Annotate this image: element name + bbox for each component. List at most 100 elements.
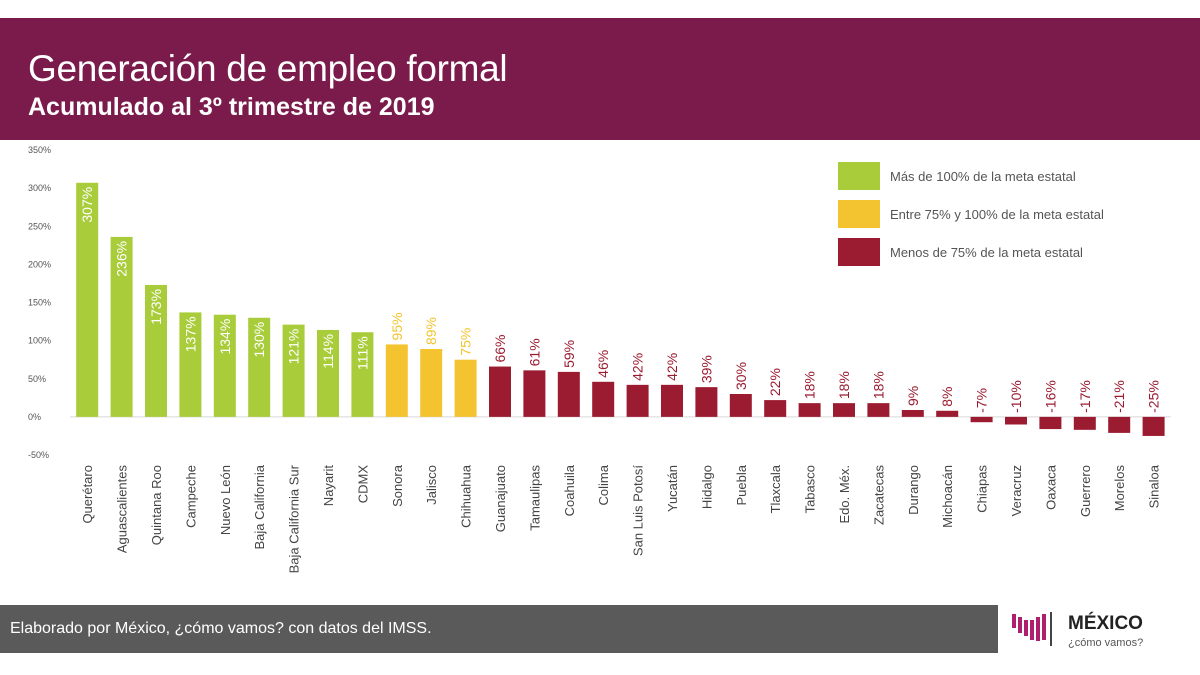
- bar: [420, 349, 443, 417]
- bar: [867, 403, 890, 417]
- value-label: 307%: [79, 187, 95, 223]
- category-label: Tabasco: [803, 465, 818, 513]
- page-title: Generación de empleo formal: [28, 48, 508, 89]
- category-label: Nayarit: [321, 465, 336, 507]
- bar: [798, 403, 821, 417]
- value-label: 42%: [630, 353, 646, 381]
- value-label: 8%: [939, 387, 955, 407]
- category-label: Yucatán: [665, 465, 680, 512]
- legend-swatch: [838, 162, 880, 190]
- y-tick-label: 0%: [28, 412, 41, 422]
- category-label: Edo. Méx.: [837, 465, 852, 524]
- value-label: 59%: [561, 340, 577, 368]
- category-label: Morelos: [1112, 465, 1127, 512]
- legend-swatch: [838, 200, 880, 228]
- value-label: 42%: [664, 353, 680, 381]
- category-label: Baja California: [252, 464, 267, 549]
- category-label: Baja California Sur: [287, 464, 302, 573]
- category-label: Colima: [596, 464, 611, 505]
- value-label: 236%: [114, 241, 130, 277]
- bar: [661, 384, 683, 417]
- category-label: Jalisco: [424, 465, 439, 505]
- category-label: Guerrero: [1078, 465, 1093, 517]
- value-label: -10%: [1008, 380, 1024, 413]
- bar: [1142, 416, 1165, 436]
- category-label: Campeche: [183, 465, 198, 528]
- legend-label: Menos de 75% de la meta estatal: [890, 245, 1083, 260]
- value-label: 22%: [767, 368, 783, 396]
- category-label: Querétaro: [80, 465, 95, 524]
- category-label: CDMX: [355, 465, 370, 504]
- category-label: San Luis Potosí: [631, 465, 646, 556]
- value-label: 130%: [251, 322, 267, 358]
- legend-swatch: [838, 238, 880, 266]
- bar: [764, 400, 787, 417]
- logo-subtitle: ¿cómo vamos?: [1068, 637, 1144, 649]
- category-label: Hidalgo: [699, 465, 714, 509]
- y-tick-label: 50%: [28, 374, 46, 384]
- bar: [76, 182, 99, 417]
- footer-bar: Elaborado por México, ¿cómo vamos? con d…: [0, 605, 998, 653]
- value-label: -25%: [1146, 380, 1162, 413]
- value-label: 121%: [286, 329, 302, 365]
- value-label: 18%: [802, 371, 818, 399]
- y-tick-label: 250%: [28, 221, 51, 231]
- value-label: 134%: [217, 319, 233, 355]
- bar: [454, 359, 477, 417]
- value-label: 75%: [458, 328, 474, 356]
- mexico-como-vamos-logo: MÉXICO ¿cómo vamos?: [1010, 606, 1190, 654]
- y-tick-label: 100%: [28, 336, 51, 346]
- category-label: Sonora: [390, 464, 405, 507]
- value-label: 39%: [698, 355, 714, 383]
- value-label: 9%: [905, 386, 921, 406]
- bar: [489, 366, 511, 417]
- value-label: -21%: [1111, 380, 1127, 413]
- bar: [833, 403, 855, 417]
- bar: [1005, 416, 1027, 425]
- bar: [1108, 416, 1131, 433]
- category-label: Veracruz: [1009, 465, 1024, 516]
- value-label: 30%: [733, 362, 749, 390]
- category-label: Puebla: [734, 464, 749, 505]
- category-label: Tlaxcala: [768, 464, 783, 513]
- value-label: 18%: [836, 371, 852, 399]
- category-label: Aguascalientes: [115, 465, 130, 554]
- bar: [729, 394, 752, 417]
- category-label: Guanajuato: [493, 465, 508, 532]
- source-note: Elaborado por México, ¿cómo vamos? con d…: [10, 620, 432, 637]
- bar: [317, 329, 339, 417]
- bar: [248, 317, 271, 417]
- category-label: Tamaulipas: [527, 465, 542, 531]
- value-label: 18%: [870, 371, 886, 399]
- bar: [970, 416, 993, 423]
- bar: [213, 314, 236, 417]
- bar: [592, 381, 615, 417]
- value-label: 111%: [354, 336, 370, 370]
- value-label: 66%: [492, 335, 508, 363]
- value-label: -7%: [974, 388, 990, 413]
- y-tick-label: 150%: [28, 298, 51, 308]
- category-label: Durango: [906, 465, 921, 515]
- bar: [351, 332, 374, 417]
- value-label: 114%: [320, 334, 336, 369]
- y-tick-label: 300%: [28, 183, 51, 193]
- y-tick-label: -50%: [28, 450, 49, 460]
- y-tick-label: 200%: [28, 259, 51, 269]
- category-label: Quintana Roo: [149, 465, 164, 545]
- logo-bars-icon: [1012, 612, 1052, 646]
- value-label: 46%: [595, 350, 611, 378]
- value-label: 173%: [148, 289, 164, 325]
- bar: [282, 324, 305, 417]
- bar: [110, 236, 133, 417]
- y-tick-label: 350%: [28, 145, 51, 155]
- bar: [936, 410, 959, 417]
- category-label: Coahuila: [562, 464, 577, 516]
- category-label: Zacatecas: [871, 465, 886, 525]
- employment-bar-chart: -50% 0% 50% 100% 150% 200% 250% 300% 350% 307% Que…: [28, 145, 1171, 573]
- bar: [385, 344, 408, 417]
- logo-title: MÉXICO: [1068, 613, 1143, 634]
- bar: [179, 312, 202, 417]
- bar: [1039, 416, 1062, 430]
- bar: [523, 370, 546, 417]
- value-label: 137%: [182, 316, 198, 352]
